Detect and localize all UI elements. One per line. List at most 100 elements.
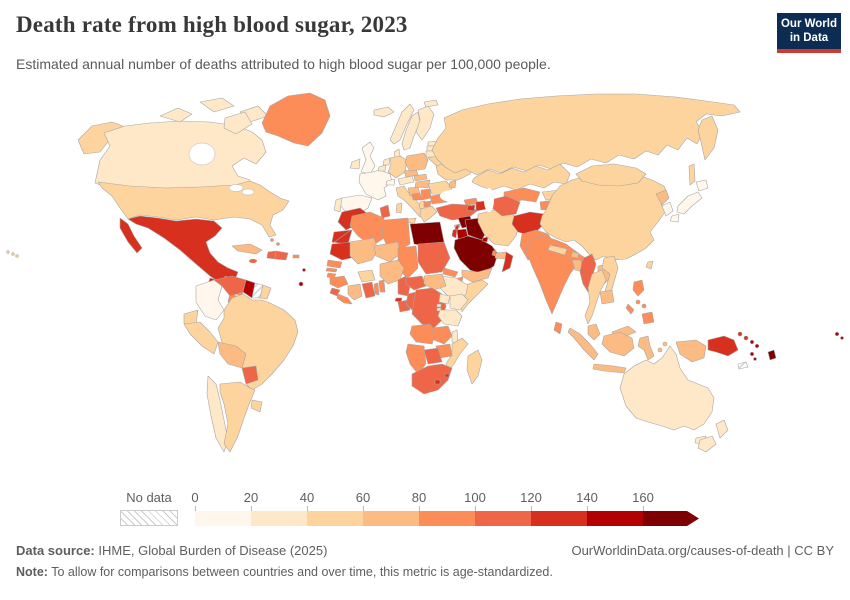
country-shape[interactable]	[587, 323, 601, 341]
country-shape[interactable]	[442, 267, 459, 278]
country-shape[interactable]	[423, 99, 439, 108]
country-shape[interactable]	[183, 321, 219, 355]
country-shape[interactable]	[199, 97, 235, 113]
country-shape[interactable]	[737, 331, 743, 337]
country-shape[interactable]	[662, 341, 668, 347]
country-shape[interactable]	[466, 204, 476, 212]
country-shape[interactable]	[707, 335, 739, 357]
country-shape[interactable]	[357, 269, 376, 283]
country-shape[interactable]	[250, 399, 263, 413]
country-shape[interactable]	[834, 331, 840, 337]
country-shape[interactable]	[423, 347, 443, 365]
country-shape[interactable]	[635, 299, 641, 305]
country-shape[interactable]	[15, 254, 19, 258]
country-shape[interactable]	[645, 260, 654, 270]
country-shape[interactable]	[382, 157, 391, 166]
country-shape[interactable]	[276, 242, 280, 246]
country-shape[interactable]	[223, 111, 253, 135]
country-shape[interactable]	[688, 163, 696, 186]
country-shape[interactable]	[575, 163, 647, 187]
country-shape[interactable]	[641, 311, 655, 325]
country-shape[interactable]	[361, 281, 376, 299]
country-shape[interactable]	[491, 249, 497, 257]
country-shape[interactable]	[413, 173, 428, 182]
country-shape[interactable]	[419, 205, 438, 223]
country-shape[interactable]	[417, 241, 451, 275]
country-shape[interactable]	[411, 287, 447, 329]
country-shape[interactable]	[697, 435, 717, 453]
world-choropleth-map[interactable]	[0, 88, 850, 486]
country-shape[interactable]	[445, 337, 469, 373]
country-shape[interactable]	[754, 343, 760, 349]
country-shape[interactable]	[767, 349, 777, 361]
country-shape[interactable]	[743, 335, 749, 341]
country-shape[interactable]	[219, 381, 256, 453]
country-shape[interactable]	[231, 243, 263, 255]
country-shape[interactable]	[347, 283, 363, 301]
country-shape[interactable]	[453, 235, 499, 275]
owid-citation-link[interactable]: OurWorldinData.org/causes-of-death | CC …	[571, 543, 834, 558]
country-shape[interactable]	[431, 325, 453, 345]
legend-segment[interactable]	[643, 511, 699, 526]
country-shape[interactable]	[333, 197, 343, 213]
country-shape[interactable]	[329, 287, 341, 297]
legend-segment[interactable]	[307, 511, 363, 526]
country-shape[interactable]	[435, 203, 478, 221]
country-shape[interactable]	[378, 279, 386, 293]
legend-segment[interactable]	[475, 511, 531, 526]
country-shape[interactable]	[325, 267, 338, 273]
country-shape[interactable]	[436, 303, 442, 308]
country-shape[interactable]	[437, 309, 463, 327]
country-shape[interactable]	[387, 155, 408, 179]
country-shape[interactable]	[669, 213, 680, 223]
country-shape[interactable]	[326, 259, 343, 269]
legend-segment[interactable]	[363, 511, 419, 526]
country-shape[interactable]	[336, 293, 353, 305]
country-shape[interactable]	[397, 175, 415, 186]
country-shape[interactable]	[241, 365, 259, 385]
country-shape[interactable]	[349, 158, 361, 170]
country-shape[interactable]	[451, 228, 458, 239]
country-shape[interactable]	[298, 281, 304, 287]
country-shape[interactable]	[840, 336, 844, 340]
country-shape[interactable]	[641, 303, 647, 309]
country-shape[interactable]	[434, 379, 441, 385]
country-shape[interactable]	[302, 268, 306, 272]
country-shape[interactable]	[411, 363, 453, 395]
owid-logo[interactable]: Our World in Data	[777, 13, 841, 53]
country-shape[interactable]	[423, 273, 447, 291]
country-shape[interactable]	[753, 357, 757, 361]
country-shape[interactable]	[395, 202, 403, 214]
country-shape[interactable]	[697, 115, 719, 161]
country-shape[interactable]	[625, 303, 635, 315]
country-shape[interactable]	[373, 282, 380, 296]
country-shape[interactable]	[249, 259, 257, 263]
country-shape[interactable]	[592, 363, 627, 374]
country-shape[interactable]	[97, 180, 290, 238]
country-shape[interactable]	[637, 335, 655, 361]
country-shape[interactable]	[461, 267, 493, 283]
country-shape[interactable]	[266, 250, 277, 260]
country-shape[interactable]	[183, 309, 199, 325]
country-shape[interactable]	[159, 107, 193, 123]
country-shape[interactable]	[601, 331, 635, 357]
country-shape[interactable]	[411, 192, 423, 201]
country-shape[interactable]	[599, 289, 615, 305]
country-shape[interactable]	[127, 215, 239, 285]
country-shape[interactable]	[438, 293, 451, 305]
legend-no-data[interactable]: No data	[120, 490, 178, 526]
country-shape[interactable]	[415, 105, 435, 141]
country-shape[interactable]	[584, 269, 607, 325]
country-shape[interactable]	[385, 178, 396, 186]
legend-segment[interactable]	[531, 511, 587, 526]
country-shape[interactable]	[547, 244, 568, 256]
country-shape[interactable]	[270, 238, 274, 242]
country-shape[interactable]	[292, 254, 300, 259]
country-shape[interactable]	[405, 275, 427, 291]
country-shape[interactable]	[420, 188, 432, 201]
country-shape[interactable]	[661, 201, 674, 217]
country-shape[interactable]	[373, 241, 401, 263]
country-shape[interactable]	[11, 252, 15, 256]
country-shape[interactable]	[360, 141, 376, 175]
country-shape[interactable]	[195, 279, 225, 321]
